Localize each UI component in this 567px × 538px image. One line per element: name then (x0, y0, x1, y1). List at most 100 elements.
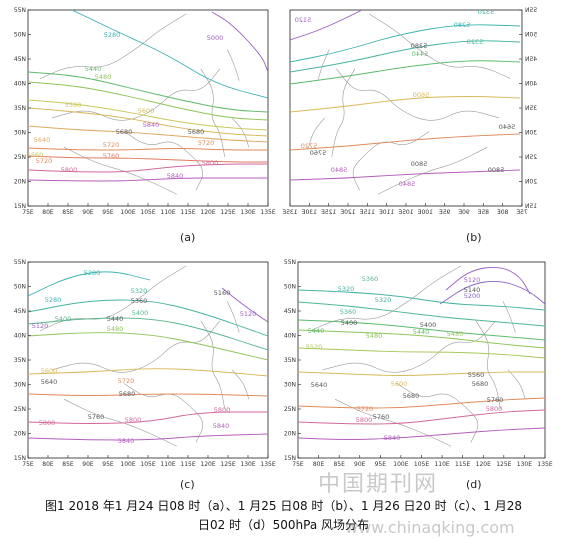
lat-tick-label: 45N (14, 56, 26, 63)
contour-label: 5800 (486, 405, 503, 413)
lon-tick-label: 110E (434, 461, 449, 468)
border-line (331, 68, 356, 158)
lon-tick-label: 125E (321, 209, 336, 216)
lat-tick-label: 15N (14, 203, 26, 210)
lat-tick-label: 55N (525, 7, 537, 14)
lat-tick-label: 45N (14, 308, 26, 315)
lon-tick-label: 85E (477, 209, 489, 216)
panel-inner: 5360532053205120514052005360540054405480… (298, 265, 545, 447)
border-line (123, 131, 204, 191)
contour-label: 5800 (214, 406, 231, 414)
lat-tick-label: 50N (14, 284, 26, 291)
lon-tick-label: 90E (354, 461, 366, 468)
lon-tick-label: 115E (180, 461, 195, 468)
contour-label: 5680 (119, 390, 136, 398)
contour-label: 5320 (375, 296, 392, 304)
lon-tick-label: 85E (62, 209, 74, 216)
contour-label: 5800 (39, 419, 56, 427)
contour-5640 (28, 125, 268, 143)
lat-tick-label: 45N (284, 308, 296, 315)
contour-label: 5840 (167, 172, 184, 180)
border-line (200, 320, 226, 410)
contour-5320 (290, 40, 521, 73)
lon-tick-label: 110E (379, 209, 394, 216)
lon-tick-label: 90E (82, 209, 94, 216)
lat-tick-label: 25N (284, 406, 296, 413)
contour-5400 (28, 317, 268, 351)
border-line (378, 146, 488, 195)
lon-tick-label: 115E (180, 209, 195, 216)
lon-tick-label: 75E (22, 209, 34, 216)
contour-label: 5480 (107, 325, 124, 333)
contour-5800 (298, 409, 545, 425)
watermark-cn: 中国期刊网 (318, 472, 439, 497)
lon-tick-label: 135E (260, 209, 275, 216)
lon-tick-label: 120E (200, 209, 215, 216)
lat-tick-label: 20N (14, 179, 26, 186)
figure-caption: 图1 2018 年1 月24 日08 时（a）、1 月25 日08 时（b）、1… (0, 497, 567, 535)
lat-tick-label: 25N (525, 154, 537, 161)
lon-tick-label: 135E (260, 461, 275, 468)
lat-tick-label: 40N (14, 81, 26, 88)
lon-tick-label: 110E (160, 461, 175, 468)
contour-label: 5160 (214, 289, 231, 297)
lon-tick-label: 95E (439, 209, 451, 216)
contour-label: 5800 (411, 160, 428, 168)
lon-tick-label: 75E (22, 461, 34, 468)
contour-label: 5800 (202, 159, 219, 167)
lat-tick-label: 20N (525, 179, 537, 186)
contour-label: 5600 (41, 367, 58, 375)
contour-5760 (28, 155, 268, 163)
lat-tick-label: 35N (525, 105, 537, 112)
contour-label: 5680 (403, 392, 420, 400)
contour-5560 (28, 99, 268, 131)
panel-frame (27, 261, 269, 459)
lon-tick-label: 115E (360, 209, 375, 216)
lat-tick-label: 45N (525, 56, 537, 63)
lon-tick-label: 80E (42, 209, 54, 216)
lon-tick-label: 95E (102, 209, 114, 216)
contour-label: 5480 (366, 332, 383, 340)
lat-tick-label: 50N (14, 32, 26, 39)
panel-inner: 5280 5160 5120 5280 5320 5360 5400 5400 5440 5480… (28, 265, 268, 447)
panel-frame (297, 261, 546, 459)
contour-label: 5760 (373, 413, 390, 421)
border-line (352, 131, 430, 191)
contour-label: 5800 (125, 416, 142, 424)
panel-d: 5360532053205120514052005360540054405480… (284, 259, 553, 468)
contour-5480 (28, 332, 268, 361)
contour-label: 5600 (138, 107, 155, 115)
lon-tick-label: 100E (120, 461, 135, 468)
lon-tick-label: 95E (375, 461, 387, 468)
lat-tick-label: 55N (284, 259, 296, 266)
contour-label: 5720 (357, 405, 374, 413)
caption-line-1: 图1 2018 年1 月24 日08 时（a）、1 月25 日08 时（b）、1… (45, 499, 522, 513)
contour-5000 (211, 11, 268, 73)
border-line (507, 369, 526, 400)
lon-tick-label: 75E (292, 461, 304, 468)
contour-label: 5840 (213, 422, 230, 430)
panel-label-c: (c) (180, 478, 195, 491)
contour-5720 (28, 393, 268, 397)
contour-label: 5440 (412, 50, 429, 58)
contour-label: 5120 (464, 276, 481, 284)
contour-label: 5720 (36, 157, 53, 165)
border-line (51, 68, 221, 121)
border-line (39, 13, 187, 79)
lat-tick-label: 30N (525, 130, 537, 137)
lon-tick-label: 120E (476, 461, 491, 468)
lon-tick-label: 130E (240, 209, 255, 216)
contour-5120 (290, 10, 363, 41)
contour-label: 5720 (103, 141, 120, 149)
contour-5600 (298, 371, 545, 376)
contour-label: 5560 (27, 151, 44, 159)
contour-label: 5560 (468, 371, 485, 379)
lat-tick-label: 55N (14, 259, 26, 266)
lon-tick-label: 105E (140, 461, 155, 468)
caption-line-2: 日02 时（d）500hPa 风场分布 (197, 518, 370, 532)
lon-tick-label: 125E (220, 461, 235, 468)
lon-tick-label: 130E (302, 209, 317, 216)
contour-5120 (445, 266, 531, 295)
